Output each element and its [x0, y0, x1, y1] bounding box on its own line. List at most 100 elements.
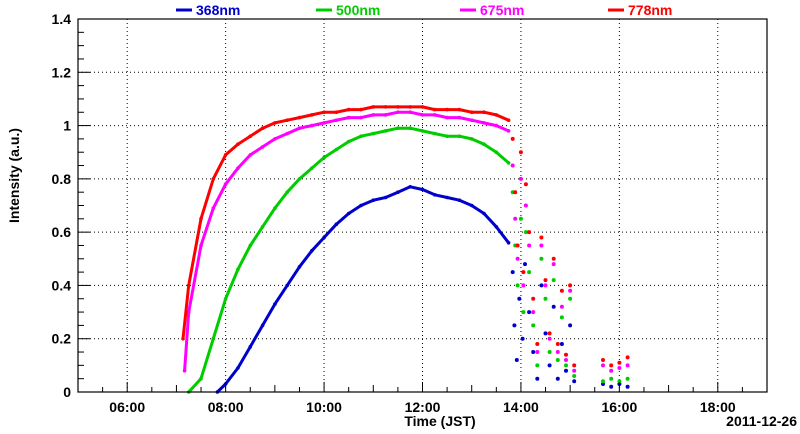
date-label: 2011-12-26: [726, 413, 797, 429]
scatter-point: [510, 163, 515, 168]
scatter-point: [543, 283, 548, 288]
data-point: [273, 302, 277, 306]
scatter-point: [531, 296, 536, 301]
data-point: [285, 190, 290, 194]
data-point: [482, 211, 486, 216]
series-line-675nm: [183, 110, 511, 373]
data-point: [310, 123, 314, 128]
scatter-point: [543, 296, 548, 301]
data-point: [223, 182, 228, 186]
scatter-point: [555, 342, 560, 346]
scatter-point: [572, 379, 577, 384]
data-point: [186, 310, 191, 314]
data-point: [211, 177, 216, 181]
data-point: [322, 121, 326, 125]
data-point: [297, 177, 302, 181]
data-point: [469, 110, 474, 114]
data-point: [469, 137, 474, 141]
scatter-point: [547, 331, 552, 336]
scatter-point: [514, 358, 519, 362]
legend-item-500nm: 500nm: [316, 2, 380, 18]
scatter-point: [535, 342, 540, 346]
x-tick-label: 14:00: [503, 399, 539, 415]
data-point: [371, 198, 376, 202]
data-point: [346, 139, 351, 144]
y-tick-label: 1: [63, 118, 71, 134]
y-tick-label: 0: [63, 384, 71, 400]
scatter-point: [515, 243, 520, 248]
x-tick-label: 12:00: [405, 399, 441, 415]
data-point: [420, 129, 425, 133]
scatter-point: [568, 323, 573, 328]
data-point: [506, 118, 511, 122]
scatter-point: [551, 262, 556, 267]
x-axis-title: Time (JST): [404, 413, 475, 429]
scatter-point: [535, 350, 540, 354]
x-tick-label: 10:00: [306, 399, 342, 415]
scatter-point: [568, 288, 573, 293]
scatter-point: [559, 304, 564, 309]
data-point: [297, 265, 302, 269]
scatter-point: [521, 283, 526, 288]
data-point: [433, 113, 437, 117]
scatter-point: [609, 384, 614, 389]
data-point: [285, 131, 290, 136]
legend-item-675nm: 675nm: [460, 2, 524, 18]
data-point: [383, 105, 388, 109]
data-point: [457, 134, 462, 138]
scatter-point: [523, 182, 528, 187]
data-point: [371, 105, 376, 109]
scatter-point: [564, 368, 568, 373]
scatter-point: [551, 278, 556, 283]
data-point: [359, 134, 363, 138]
scatter-point: [521, 270, 526, 275]
data-point: [346, 107, 351, 112]
scatter-point: [523, 230, 528, 235]
scatter-point: [601, 358, 605, 362]
legend-label: 675nm: [480, 2, 524, 18]
data-point: [359, 107, 363, 112]
data-point: [433, 193, 437, 197]
scatter-point: [513, 190, 518, 195]
grid: [78, 19, 767, 392]
scatter-point: [609, 363, 614, 368]
data-point: [211, 206, 216, 210]
data-point: [248, 134, 253, 138]
data-point: [334, 110, 339, 114]
data-point: [396, 126, 400, 130]
plot-frame: [77, 18, 768, 393]
data-point: [297, 126, 302, 130]
data-point: [334, 222, 339, 226]
legend-label: 778nm: [628, 2, 672, 18]
x-tick-label: 06:00: [109, 399, 145, 415]
scatter-point: [559, 288, 564, 293]
data-point: [285, 283, 290, 288]
scatter-point: [559, 315, 564, 320]
data-point: [457, 198, 462, 202]
data-point: [346, 211, 351, 216]
data-point: [236, 166, 240, 170]
scatter-point: [515, 256, 520, 261]
scatter-point: [510, 270, 515, 275]
data-point: [346, 115, 351, 120]
x-tick-label: 16:00: [601, 399, 637, 415]
data-point: [223, 297, 228, 301]
data-point: [420, 113, 425, 117]
data-point: [469, 118, 474, 122]
series-line-368nm: [215, 185, 511, 394]
data-point: [211, 336, 216, 341]
scatter-point: [521, 310, 526, 315]
data-point: [236, 366, 240, 370]
data-point: [181, 336, 185, 341]
scatter-point: [531, 323, 536, 328]
x-tick-labels: 06:00 08:00 10:00 12:00 14:00 16:00 18:00: [109, 399, 736, 415]
data-point: [433, 107, 437, 112]
data-point: [420, 105, 425, 109]
data-point: [457, 107, 462, 112]
data-point: [248, 344, 253, 349]
y-tick-labels: 0 0.2 0.4 0.6 0.8 1 1.2 1.4: [52, 11, 72, 400]
data-point: [408, 185, 413, 189]
y-tick-label: 0.6: [52, 224, 72, 240]
data-point: [445, 115, 449, 120]
data-point: [494, 123, 499, 128]
